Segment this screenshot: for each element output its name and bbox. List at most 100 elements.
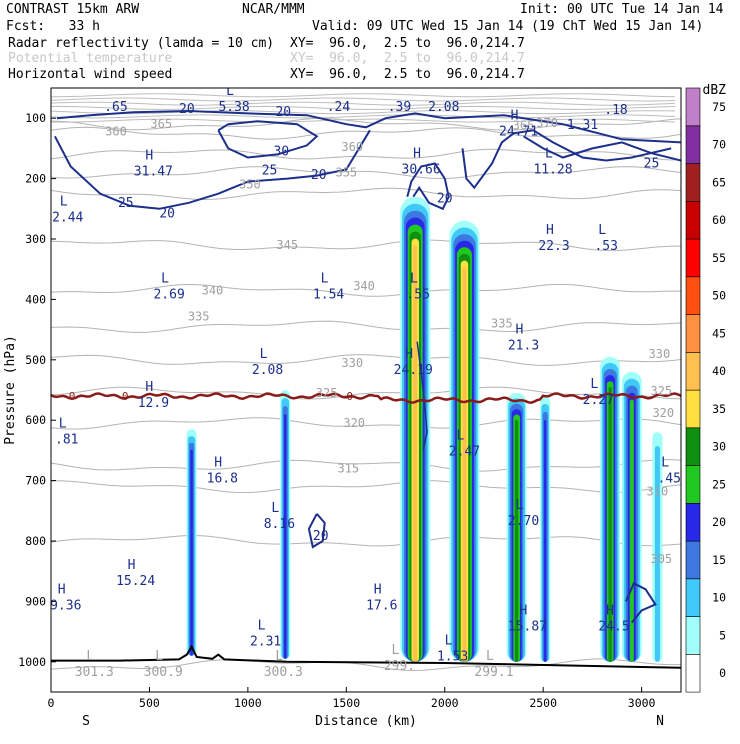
y-tick-label: 400 xyxy=(25,292,46,306)
reflectivity-band xyxy=(543,420,547,662)
theta-contour-line xyxy=(51,459,681,472)
colorbar-level-label: 25 xyxy=(712,477,726,491)
theta-contour-line xyxy=(51,354,681,366)
reflectivity-band xyxy=(608,387,612,662)
extremum-value: 300.9 xyxy=(144,665,183,680)
colorbar-level-label: 45 xyxy=(712,326,726,340)
extremum-marker: L xyxy=(545,146,553,161)
theta-zero-contour xyxy=(51,392,681,404)
theta-contour-line xyxy=(51,105,676,110)
extremum-marker: L xyxy=(86,649,94,664)
theta-contour-line xyxy=(51,239,681,252)
wind-contour-line xyxy=(307,513,326,549)
y-axis: 100 200 300 400 500 600 700 800 900 1000 xyxy=(18,111,56,669)
plot-frame xyxy=(50,87,682,693)
colorbar-level-label: 20 xyxy=(712,515,726,529)
extremum-marker: L xyxy=(516,498,524,513)
wind-label: 25 xyxy=(118,196,134,211)
y-tick-label: 500 xyxy=(25,353,46,367)
wind-contours xyxy=(54,109,681,624)
extremum-value: 1.31 xyxy=(567,118,598,133)
colorbar-swatch xyxy=(685,351,701,391)
extremum-marker: H xyxy=(145,149,153,164)
x-end-label-north: N xyxy=(656,714,664,729)
extremum-value: 24.19 xyxy=(394,363,433,378)
wind-contour-line xyxy=(54,129,371,210)
theta-label: 330 xyxy=(341,356,363,370)
extremum-value: 11.28 xyxy=(533,162,572,177)
colorbar-swatch xyxy=(685,389,701,429)
colorbar-swatch xyxy=(685,616,701,655)
extremum-marker: H xyxy=(405,347,413,362)
colorbar-swatch xyxy=(685,314,701,353)
extremum-marker: L xyxy=(598,223,606,238)
theta-contour-line xyxy=(51,166,681,180)
reflectivity-band xyxy=(413,245,418,662)
reflectivity-column xyxy=(449,220,480,662)
reflectivity-column xyxy=(540,396,551,662)
extremum-value: 9.36 xyxy=(50,598,81,613)
theta-label: 350 xyxy=(239,178,261,192)
theta-contour-line xyxy=(51,187,681,200)
extremum-marker: H xyxy=(511,108,519,123)
field-name-reflectivity: Radar reflectivity (lamda = 10 cm) xyxy=(8,36,274,51)
extremum-marker: H xyxy=(374,582,382,597)
extremum-marker: L xyxy=(161,271,169,286)
colorbar-swatch xyxy=(685,427,701,466)
extremum-marker: L xyxy=(486,649,494,664)
theta-contour-line xyxy=(51,101,676,106)
extremum-value: 21.3 xyxy=(508,339,539,354)
y-tick-label: 100 xyxy=(25,111,46,125)
extremum-value: 5.38 xyxy=(218,100,249,115)
reflectivity-columns xyxy=(186,196,663,662)
wind-contour-line xyxy=(624,581,657,624)
extremum-value: .53 xyxy=(594,239,617,254)
theta-label: 315 xyxy=(337,462,359,476)
colorbar-level-label: 75 xyxy=(712,100,726,114)
theta-label: 325 xyxy=(650,384,672,398)
theta-label: 360 xyxy=(105,124,127,138)
extremum-marker: L xyxy=(410,271,418,286)
extremum-value: 30.66 xyxy=(402,162,441,177)
terrain-line xyxy=(51,644,681,669)
x-tick-label: 0 xyxy=(48,696,55,710)
colorbar-swatch xyxy=(685,276,701,315)
wind-label: 20 xyxy=(311,168,327,183)
theta-label: 325 xyxy=(316,386,338,400)
extremum-value: 15.24 xyxy=(116,574,155,589)
wind-contour-line xyxy=(217,120,319,159)
wind-label: 25 xyxy=(262,164,278,179)
y-tick-label: 200 xyxy=(25,172,46,186)
theta-contour-line xyxy=(51,110,676,115)
colorbar-level-label: 40 xyxy=(712,364,726,378)
theta-contour-line xyxy=(51,97,676,102)
organization: NCAR/MMM xyxy=(242,2,305,17)
colorbar-swatch xyxy=(685,502,701,542)
theta-label: 370 xyxy=(536,116,558,130)
extremum-value: .45 xyxy=(657,472,680,487)
extremum-marker: L xyxy=(321,271,329,286)
theta-contour-line xyxy=(51,417,681,430)
field-xy-reflectivity: XY= 96.0, 2.5 to 96.0,214.7 xyxy=(290,36,525,51)
colorbar-swatch xyxy=(685,87,701,127)
colorbar-swatch xyxy=(685,201,701,240)
extremum-value: 2.08 xyxy=(428,100,459,115)
y-tick-label: 700 xyxy=(25,474,46,488)
extremum-value: 299.1 xyxy=(474,665,513,680)
extremum-marker: L xyxy=(59,416,67,431)
theta-contour-line xyxy=(51,480,681,494)
extremum-value: 15.87 xyxy=(508,620,547,635)
theta-zero-line: 0 0 0 xyxy=(51,390,681,404)
extremum-marker: L xyxy=(271,501,279,516)
extremum-marker: H xyxy=(546,223,554,238)
reflectivity-band xyxy=(654,446,660,662)
theta-contour-line xyxy=(51,148,681,161)
extremum-marker: L xyxy=(155,649,163,664)
model-title: CONTRAST 15km ARW xyxy=(6,2,139,17)
extremum-marker: L xyxy=(445,634,453,649)
extremum-value: .18 xyxy=(604,103,627,118)
colorbar-level-label: 10 xyxy=(712,591,726,605)
reflectivity-band xyxy=(514,419,519,662)
extremum-marker: H xyxy=(516,323,524,338)
extremum-value: 2.08 xyxy=(252,363,283,378)
